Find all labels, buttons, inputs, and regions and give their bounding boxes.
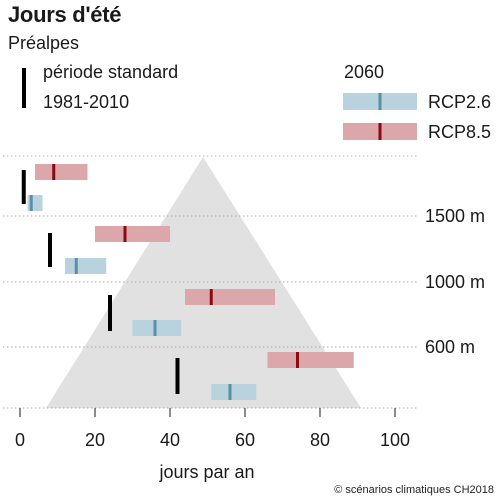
x-axis: 0 20 40 60 80 100 jours par an — [15, 408, 410, 482]
legend-rcp85-label: RCP8.5 — [428, 122, 492, 142]
x-tick-label: 40 — [160, 430, 180, 450]
x-tick-label: 0 — [15, 430, 25, 450]
rcp85-band — [95, 226, 170, 242]
rcp26-band — [211, 384, 257, 400]
altitude-gridlines: 1500 m 1000 m 600 m — [3, 155, 485, 409]
chart-title: Jours d'été — [8, 2, 122, 27]
legend-marks — [22, 68, 417, 140]
legend-standard-line1: période standard — [43, 62, 179, 82]
rcp85-band — [35, 164, 88, 180]
rcp85-band — [185, 289, 275, 305]
altitude-label: 1000 m — [425, 272, 485, 292]
x-tick-label: 100 — [380, 430, 410, 450]
x-tick-label: 60 — [235, 430, 255, 450]
rcp85-band — [267, 352, 354, 368]
legend-rcp26-label: RCP2.6 — [428, 92, 492, 112]
x-axis-label: jours par an — [158, 462, 254, 482]
legend-standard-line2: 1981-2010 — [43, 92, 130, 112]
legend-scenario-title: 2060 — [344, 62, 385, 82]
x-tick-label: 80 — [310, 430, 330, 450]
x-tick-label: 20 — [85, 430, 105, 450]
rcp26-band — [132, 320, 182, 336]
altitude-label: 1500 m — [425, 206, 485, 226]
altitude-label: 600 m — [425, 337, 475, 357]
chart-subtitle: Préalpes — [8, 33, 80, 53]
rcp26-band — [65, 258, 107, 274]
credit-text: © scénarios climatiques CH2018 — [334, 484, 494, 496]
data-bands — [21, 164, 354, 400]
